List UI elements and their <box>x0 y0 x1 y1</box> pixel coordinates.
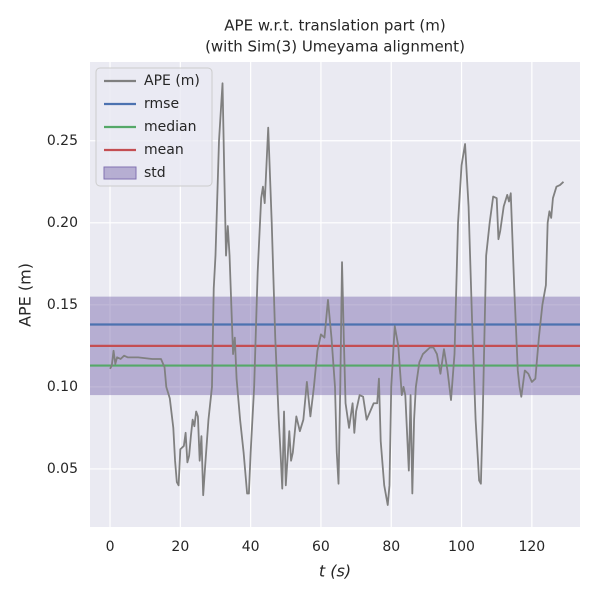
x-tick-label: 20 <box>171 539 189 555</box>
legend-label: std <box>144 165 166 181</box>
legend-label: mean <box>144 142 184 158</box>
legend-box <box>95 67 213 187</box>
y-tick-label: 0.15 <box>47 297 78 313</box>
x-tick-label: 120 <box>518 539 545 555</box>
legend-swatch <box>103 166 137 180</box>
legend-label: rmse <box>144 96 179 112</box>
x-axis-label: t (s) <box>319 562 351 581</box>
legend-label: APE (m) <box>144 73 200 89</box>
y-axis-label: APE (m) <box>16 263 35 327</box>
x-tick-label: 40 <box>242 539 260 555</box>
x-tick-label: 0 <box>106 539 115 555</box>
y-tick-label: 0.05 <box>47 461 78 477</box>
y-tick-label: 0.10 <box>47 379 78 395</box>
legend: APE (m) rmse median mean std <box>95 67 213 187</box>
x-tick-label: 100 <box>448 539 475 555</box>
legend-label: median <box>144 119 196 135</box>
chart-subtitle: (with Sim(3) Umeyama alignment) <box>205 38 465 56</box>
x-tick-label: 60 <box>312 539 330 555</box>
y-tick-label: 0.25 <box>47 133 78 149</box>
marks <box>90 82 580 506</box>
x-tick-label: 80 <box>382 539 400 555</box>
y-tick-label: 0.20 <box>47 215 78 231</box>
ape-line <box>109 82 565 506</box>
chart-title: APE w.r.t. translation part (m) <box>224 17 445 35</box>
